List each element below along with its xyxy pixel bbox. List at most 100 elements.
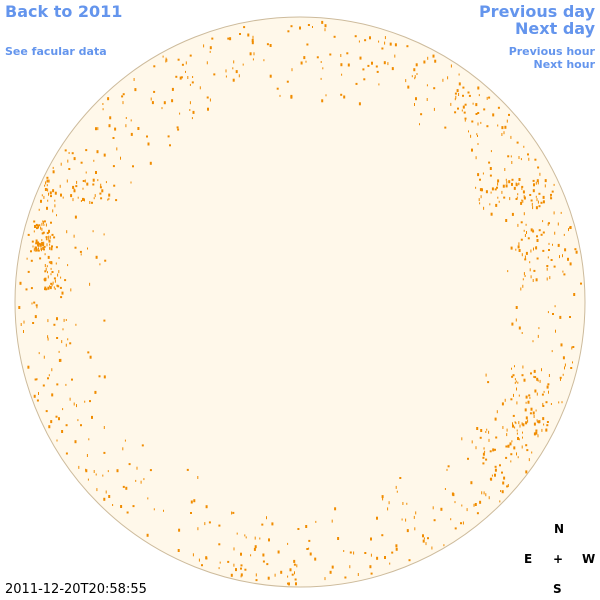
facula (112, 504, 114, 506)
facula (564, 248, 567, 252)
facula (207, 107, 209, 111)
facula (315, 520, 317, 523)
facula (476, 427, 479, 430)
facula (153, 508, 155, 511)
facula (60, 193, 62, 197)
facula (395, 547, 398, 551)
facula (191, 117, 193, 120)
facula (45, 236, 48, 239)
facula (494, 417, 497, 421)
facula (571, 346, 573, 350)
facula (56, 337, 59, 339)
facula (391, 67, 394, 71)
facula (550, 403, 552, 405)
facula (525, 421, 528, 425)
facula (296, 564, 298, 568)
facula (490, 212, 493, 216)
facula (501, 133, 503, 136)
facula (555, 329, 556, 333)
facula (477, 173, 480, 177)
facula (255, 573, 257, 577)
facula (515, 198, 518, 200)
facula (68, 152, 70, 154)
facula (252, 35, 254, 39)
facula (34, 315, 37, 319)
facula (255, 579, 258, 582)
facula (53, 286, 55, 289)
facula (331, 565, 334, 569)
facula (203, 44, 205, 48)
facula (121, 95, 124, 98)
facula (507, 155, 510, 158)
facula (349, 565, 351, 569)
facula (41, 232, 44, 235)
facula (56, 317, 58, 321)
facula (537, 420, 540, 424)
facula (163, 101, 166, 105)
facula (536, 420, 538, 423)
facula (519, 424, 521, 428)
previous-day-link[interactable]: Previous day (478, 2, 595, 21)
facula (143, 478, 145, 481)
next-day-link[interactable]: Next day (515, 19, 595, 38)
facula (44, 288, 46, 291)
facula (37, 242, 38, 246)
facula (320, 77, 322, 80)
facula (470, 134, 472, 138)
facula (85, 171, 87, 174)
facula (58, 270, 60, 274)
facula (130, 119, 132, 122)
facula (43, 278, 45, 281)
facula (253, 547, 256, 551)
facula (53, 323, 56, 326)
back-link[interactable]: Back to 2011 (5, 2, 123, 21)
facula (70, 194, 73, 198)
next-hour-link[interactable]: Next hour (533, 58, 596, 71)
facula (562, 356, 565, 360)
facula (363, 78, 366, 81)
facula (161, 107, 163, 110)
facula (515, 318, 517, 322)
facula (291, 573, 294, 576)
facula (479, 202, 481, 205)
facula (547, 383, 550, 386)
facula (99, 192, 102, 195)
previous-hour-link[interactable]: Previous hour (508, 45, 595, 58)
facula (496, 410, 498, 414)
facula (97, 127, 99, 131)
facula (562, 270, 564, 273)
facula (36, 227, 38, 230)
facula (252, 58, 254, 61)
facula (537, 200, 539, 204)
facula (521, 422, 523, 426)
facula (414, 75, 416, 79)
facula (378, 83, 380, 86)
facula (47, 335, 49, 339)
facula (405, 79, 407, 83)
facula (47, 271, 48, 274)
facula (87, 351, 90, 354)
facula (518, 394, 520, 397)
facula (433, 519, 436, 522)
facula (54, 204, 56, 208)
facula (64, 149, 67, 152)
facula (115, 199, 118, 202)
facula (23, 320, 25, 324)
facula (530, 275, 532, 279)
facular-link[interactable]: See facular data (5, 45, 107, 58)
facula (218, 567, 220, 570)
facula (47, 238, 49, 241)
facula (294, 578, 297, 581)
facula (343, 95, 346, 99)
facula (146, 135, 148, 138)
facula (208, 521, 211, 524)
facula (230, 573, 233, 577)
facula (251, 41, 254, 45)
facula (51, 233, 54, 236)
facula (532, 206, 534, 210)
compass-center: + (553, 552, 564, 566)
facula (376, 70, 379, 73)
facula (227, 560, 230, 563)
compass-west: W (582, 552, 596, 566)
